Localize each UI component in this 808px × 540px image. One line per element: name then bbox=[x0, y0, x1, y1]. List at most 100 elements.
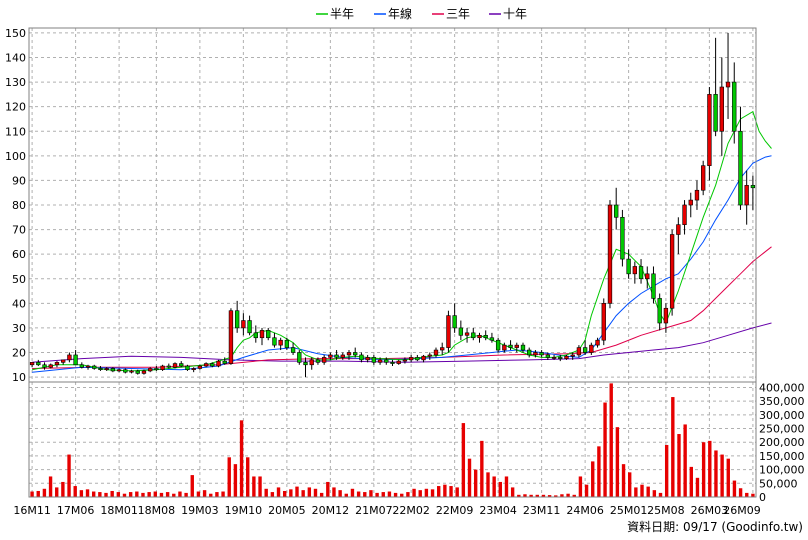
volume-bar bbox=[209, 493, 213, 497]
candle bbox=[701, 160, 706, 196]
candle bbox=[520, 342, 526, 353]
price-tick-label: 50 bbox=[12, 273, 26, 286]
volume-bar bbox=[554, 495, 558, 497]
candle bbox=[495, 337, 501, 353]
volume-bar bbox=[473, 469, 478, 497]
candle-body bbox=[309, 359, 314, 366]
volume-tick-label: 50,000 bbox=[759, 477, 798, 490]
candle-body bbox=[545, 354, 551, 358]
candle bbox=[589, 342, 594, 355]
candle bbox=[614, 187, 619, 230]
candle bbox=[663, 303, 669, 333]
candle bbox=[266, 327, 271, 341]
volume-bar bbox=[628, 472, 632, 497]
candle-body bbox=[228, 310, 234, 364]
candle-body bbox=[390, 362, 395, 364]
candle-body bbox=[408, 357, 414, 361]
candle-body bbox=[750, 185, 756, 189]
volume-bar bbox=[332, 487, 336, 497]
volume-bar bbox=[356, 491, 361, 497]
volume-bar bbox=[652, 490, 657, 497]
volume-bar bbox=[319, 492, 324, 497]
candle bbox=[253, 325, 258, 343]
candle-body bbox=[707, 94, 712, 166]
candle-body bbox=[495, 339, 501, 351]
price-tick-label: 90 bbox=[12, 174, 26, 187]
volume-bar bbox=[246, 457, 250, 497]
candle-body bbox=[297, 352, 302, 363]
candle-body bbox=[116, 369, 122, 372]
candle bbox=[340, 352, 345, 360]
candle bbox=[278, 337, 283, 351]
volume-bar bbox=[313, 488, 318, 497]
candle-body bbox=[365, 357, 370, 361]
candle-body bbox=[464, 332, 470, 336]
legend-label-3: 十年 bbox=[503, 7, 527, 21]
candle bbox=[421, 354, 426, 363]
volume-bar bbox=[689, 466, 694, 497]
volume-bar bbox=[683, 424, 687, 497]
candle bbox=[558, 354, 563, 362]
candle bbox=[92, 364, 97, 370]
candle-body bbox=[185, 365, 190, 371]
candle bbox=[365, 354, 370, 363]
candle bbox=[297, 350, 302, 365]
candle-body bbox=[377, 359, 383, 363]
candle bbox=[85, 364, 91, 370]
candle-body bbox=[272, 337, 277, 346]
volume-bar bbox=[282, 490, 287, 497]
candle bbox=[719, 57, 724, 156]
volume-bar bbox=[338, 490, 342, 497]
candle bbox=[595, 337, 600, 348]
candle-body bbox=[203, 363, 209, 367]
volume-bar bbox=[504, 476, 509, 497]
candle bbox=[483, 330, 488, 341]
volume-bar bbox=[159, 492, 164, 497]
volume-bar bbox=[387, 491, 392, 497]
x-tick-label: 21M07 bbox=[355, 504, 393, 517]
volume-bar bbox=[48, 476, 53, 497]
x-tick-label: 18M08 bbox=[138, 504, 176, 517]
candle bbox=[446, 310, 451, 353]
candle bbox=[464, 327, 470, 343]
candle-body bbox=[67, 354, 72, 361]
volume-bar bbox=[646, 486, 650, 497]
volume-bar bbox=[344, 493, 348, 497]
volume-bar bbox=[603, 402, 607, 497]
volume-bar bbox=[116, 492, 121, 497]
candle-body bbox=[61, 359, 66, 363]
candle-body bbox=[433, 349, 439, 356]
candle bbox=[116, 368, 122, 373]
candle bbox=[135, 369, 140, 375]
volume-tick-label: 250,000 bbox=[759, 423, 805, 436]
candle bbox=[247, 315, 252, 336]
volume-bar bbox=[412, 488, 416, 497]
volume-bar bbox=[597, 446, 601, 497]
volume-bar bbox=[738, 488, 743, 497]
candle bbox=[179, 361, 184, 368]
candle-body bbox=[191, 368, 196, 371]
candle-body bbox=[471, 332, 476, 339]
x-tick-label: 19M03 bbox=[181, 504, 219, 517]
legend-label-1: 年線 bbox=[388, 6, 412, 21]
candle bbox=[42, 362, 47, 370]
volume-bar bbox=[67, 454, 71, 497]
candle-body bbox=[713, 94, 718, 132]
candle bbox=[433, 347, 439, 358]
candle bbox=[626, 249, 631, 279]
candle-body bbox=[570, 354, 575, 357]
candle-body bbox=[663, 307, 669, 324]
candle-body bbox=[359, 354, 364, 361]
volume-bar bbox=[664, 444, 669, 497]
candle bbox=[601, 298, 606, 346]
volume-bar bbox=[301, 490, 305, 497]
ten-year-line bbox=[32, 322, 772, 363]
price-tick-label: 70 bbox=[12, 224, 26, 237]
x-tick-label: 17M06 bbox=[57, 504, 95, 517]
volume-bar bbox=[42, 488, 47, 497]
volume-bar bbox=[424, 488, 429, 497]
candle-body bbox=[564, 355, 569, 359]
candle-body bbox=[148, 368, 153, 372]
volume-bar bbox=[615, 427, 620, 497]
candle bbox=[732, 62, 737, 144]
